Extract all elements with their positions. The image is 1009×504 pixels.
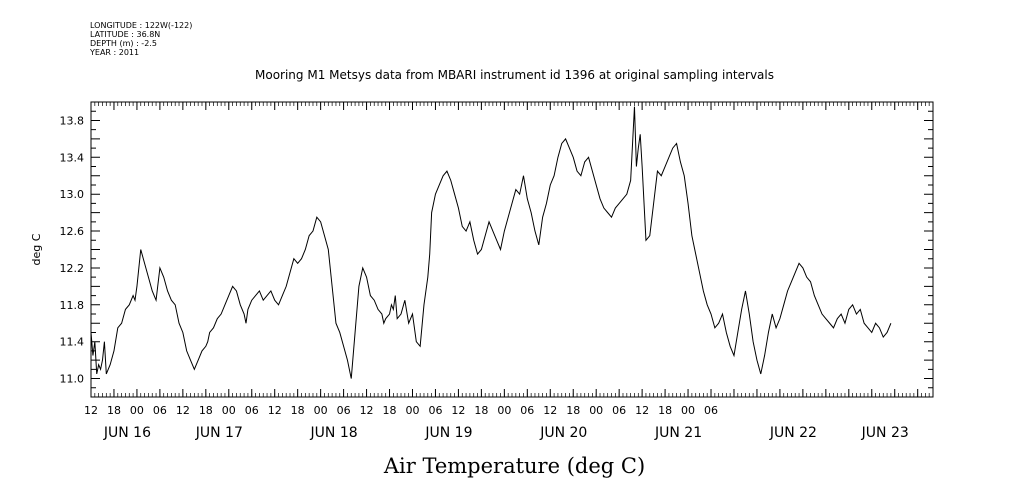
y-tick-label: 11.8 <box>60 299 85 312</box>
y-tick-label: 13.4 <box>60 151 85 164</box>
x-tick-label: 12 <box>635 404 649 417</box>
x-day-label: JUN 19 <box>424 425 472 441</box>
x-tick-label: 12 <box>451 404 465 417</box>
plot-frame <box>90 101 934 398</box>
x-tick-label: 18 <box>566 404 580 417</box>
x-major-ticks <box>90 102 919 397</box>
x-tick-label: 18 <box>383 404 397 417</box>
x-tick-label: 06 <box>612 404 626 417</box>
x-tick-label: 18 <box>107 404 121 417</box>
x-tick-label: 18 <box>658 404 672 417</box>
metadata-block: LONGITUDE : 122W(-122) LATITUDE : 36.8N … <box>90 21 192 57</box>
x-tick-label: 00 <box>681 404 695 417</box>
x-tick-label: 12 <box>268 404 282 417</box>
x-tick-label: 06 <box>337 404 351 417</box>
latitude-label: LATITUDE : 36.8N <box>90 30 161 39</box>
x-minor-ticks <box>90 102 934 397</box>
y-tick-label: 11.4 <box>60 336 85 349</box>
x-tick-label: 00 <box>222 404 236 417</box>
y-axis-title: deg C <box>30 233 43 265</box>
longitude-label: LONGITUDE : 122W(-122) <box>90 21 193 30</box>
x-day-label: JUN 17 <box>195 425 243 441</box>
depth-label: DEPTH (m) : -2.5 <box>90 39 157 48</box>
x-tick-label: 06 <box>245 404 259 417</box>
x-tick-label: 06 <box>153 404 167 417</box>
x-tick-label: 06 <box>428 404 442 417</box>
x-tick-label: 00 <box>589 404 603 417</box>
x-tick-label: 18 <box>291 404 305 417</box>
year-label: YEAR : 2011 <box>90 48 140 57</box>
x-tick-label: 00 <box>497 404 511 417</box>
x-tick-label: 18 <box>199 404 213 417</box>
x-tick-label: 12 <box>543 404 557 417</box>
x-day-label: JUN 21 <box>654 425 702 441</box>
x-tick-label: 18 <box>474 404 488 417</box>
x-tick-label: 06 <box>704 404 718 417</box>
x-day-label: JUN 20 <box>539 425 587 441</box>
x-day-label: JUN 22 <box>769 425 817 441</box>
y-tick-label: 12.6 <box>60 225 85 238</box>
x-tick-label: 00 <box>405 404 419 417</box>
y-tick-label: 13.8 <box>60 114 85 127</box>
x-tick-label: 06 <box>520 404 534 417</box>
x-axis-title: Air Temperature (deg C) <box>383 454 646 478</box>
x-tick-label: 12 <box>84 404 98 417</box>
x-day-label: JUN 18 <box>310 425 358 441</box>
y-ticks <box>91 101 933 398</box>
y-tick-label: 13.0 <box>60 188 85 201</box>
x-tick-label: 00 <box>130 404 144 417</box>
y-tick-label: 11.0 <box>60 373 85 386</box>
chart-title: Mooring M1 Metsys data from MBARI instru… <box>255 68 774 82</box>
y-tick-label: 12.2 <box>60 262 85 275</box>
x-tick-label: 12 <box>360 404 374 417</box>
x-day-label: JUN 23 <box>861 425 909 441</box>
x-tick-label: 00 <box>314 404 328 417</box>
series-line <box>90 106 892 379</box>
x-day-label: JUN 16 <box>103 425 151 441</box>
x-tick-label: 12 <box>176 404 190 417</box>
